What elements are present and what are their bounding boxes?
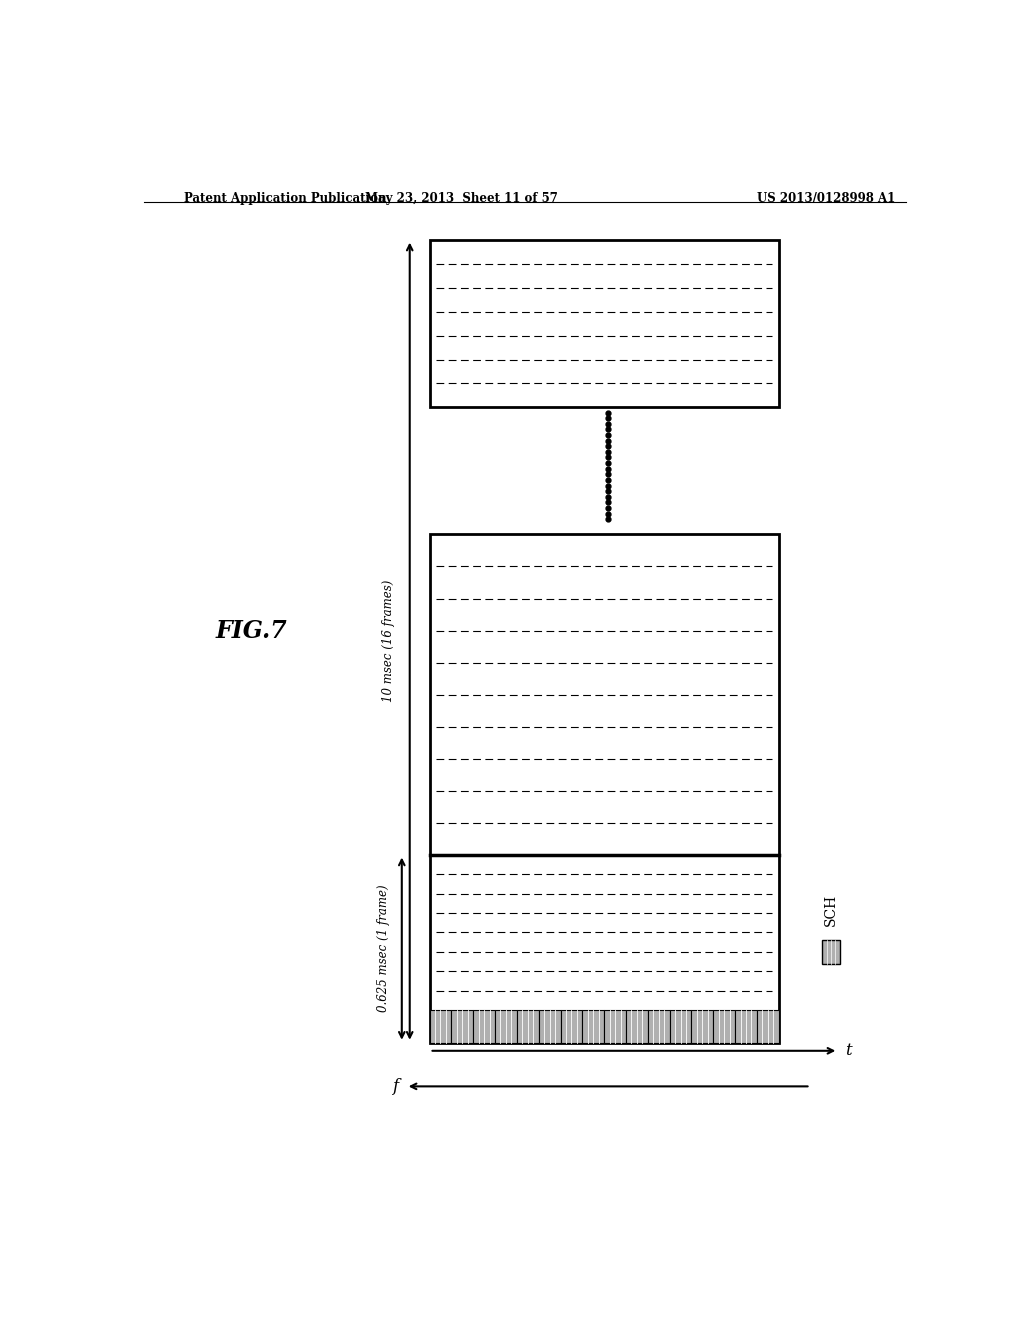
Text: US 2013/0128998 A1: US 2013/0128998 A1 bbox=[757, 191, 896, 205]
Bar bbox=[583, 1010, 604, 1043]
Text: FIG.7: FIG.7 bbox=[215, 619, 287, 643]
Bar bbox=[473, 1010, 495, 1043]
Bar bbox=[560, 1010, 583, 1043]
Bar bbox=[452, 1010, 473, 1043]
Bar bbox=[517, 1010, 539, 1043]
Text: f: f bbox=[392, 1078, 397, 1094]
Bar bbox=[430, 535, 779, 1043]
Bar bbox=[604, 1010, 626, 1043]
Text: 10 msec (16 frames): 10 msec (16 frames) bbox=[382, 579, 395, 702]
Bar bbox=[735, 1010, 757, 1043]
Bar bbox=[495, 1010, 517, 1043]
Bar bbox=[430, 1010, 452, 1043]
Text: Patent Application Publication: Patent Application Publication bbox=[183, 191, 386, 205]
Bar bbox=[822, 940, 840, 965]
Bar bbox=[430, 240, 779, 408]
Text: SCH: SCH bbox=[824, 894, 838, 925]
Text: t: t bbox=[845, 1043, 851, 1059]
Bar bbox=[648, 1010, 670, 1043]
Bar bbox=[626, 1010, 648, 1043]
Bar bbox=[714, 1010, 735, 1043]
Text: 0.625 msec (1 frame): 0.625 msec (1 frame) bbox=[377, 884, 390, 1012]
Bar bbox=[539, 1010, 560, 1043]
Text: May 23, 2013  Sheet 11 of 57: May 23, 2013 Sheet 11 of 57 bbox=[365, 191, 558, 205]
Bar bbox=[691, 1010, 714, 1043]
Bar bbox=[757, 1010, 778, 1043]
Bar bbox=[670, 1010, 691, 1043]
